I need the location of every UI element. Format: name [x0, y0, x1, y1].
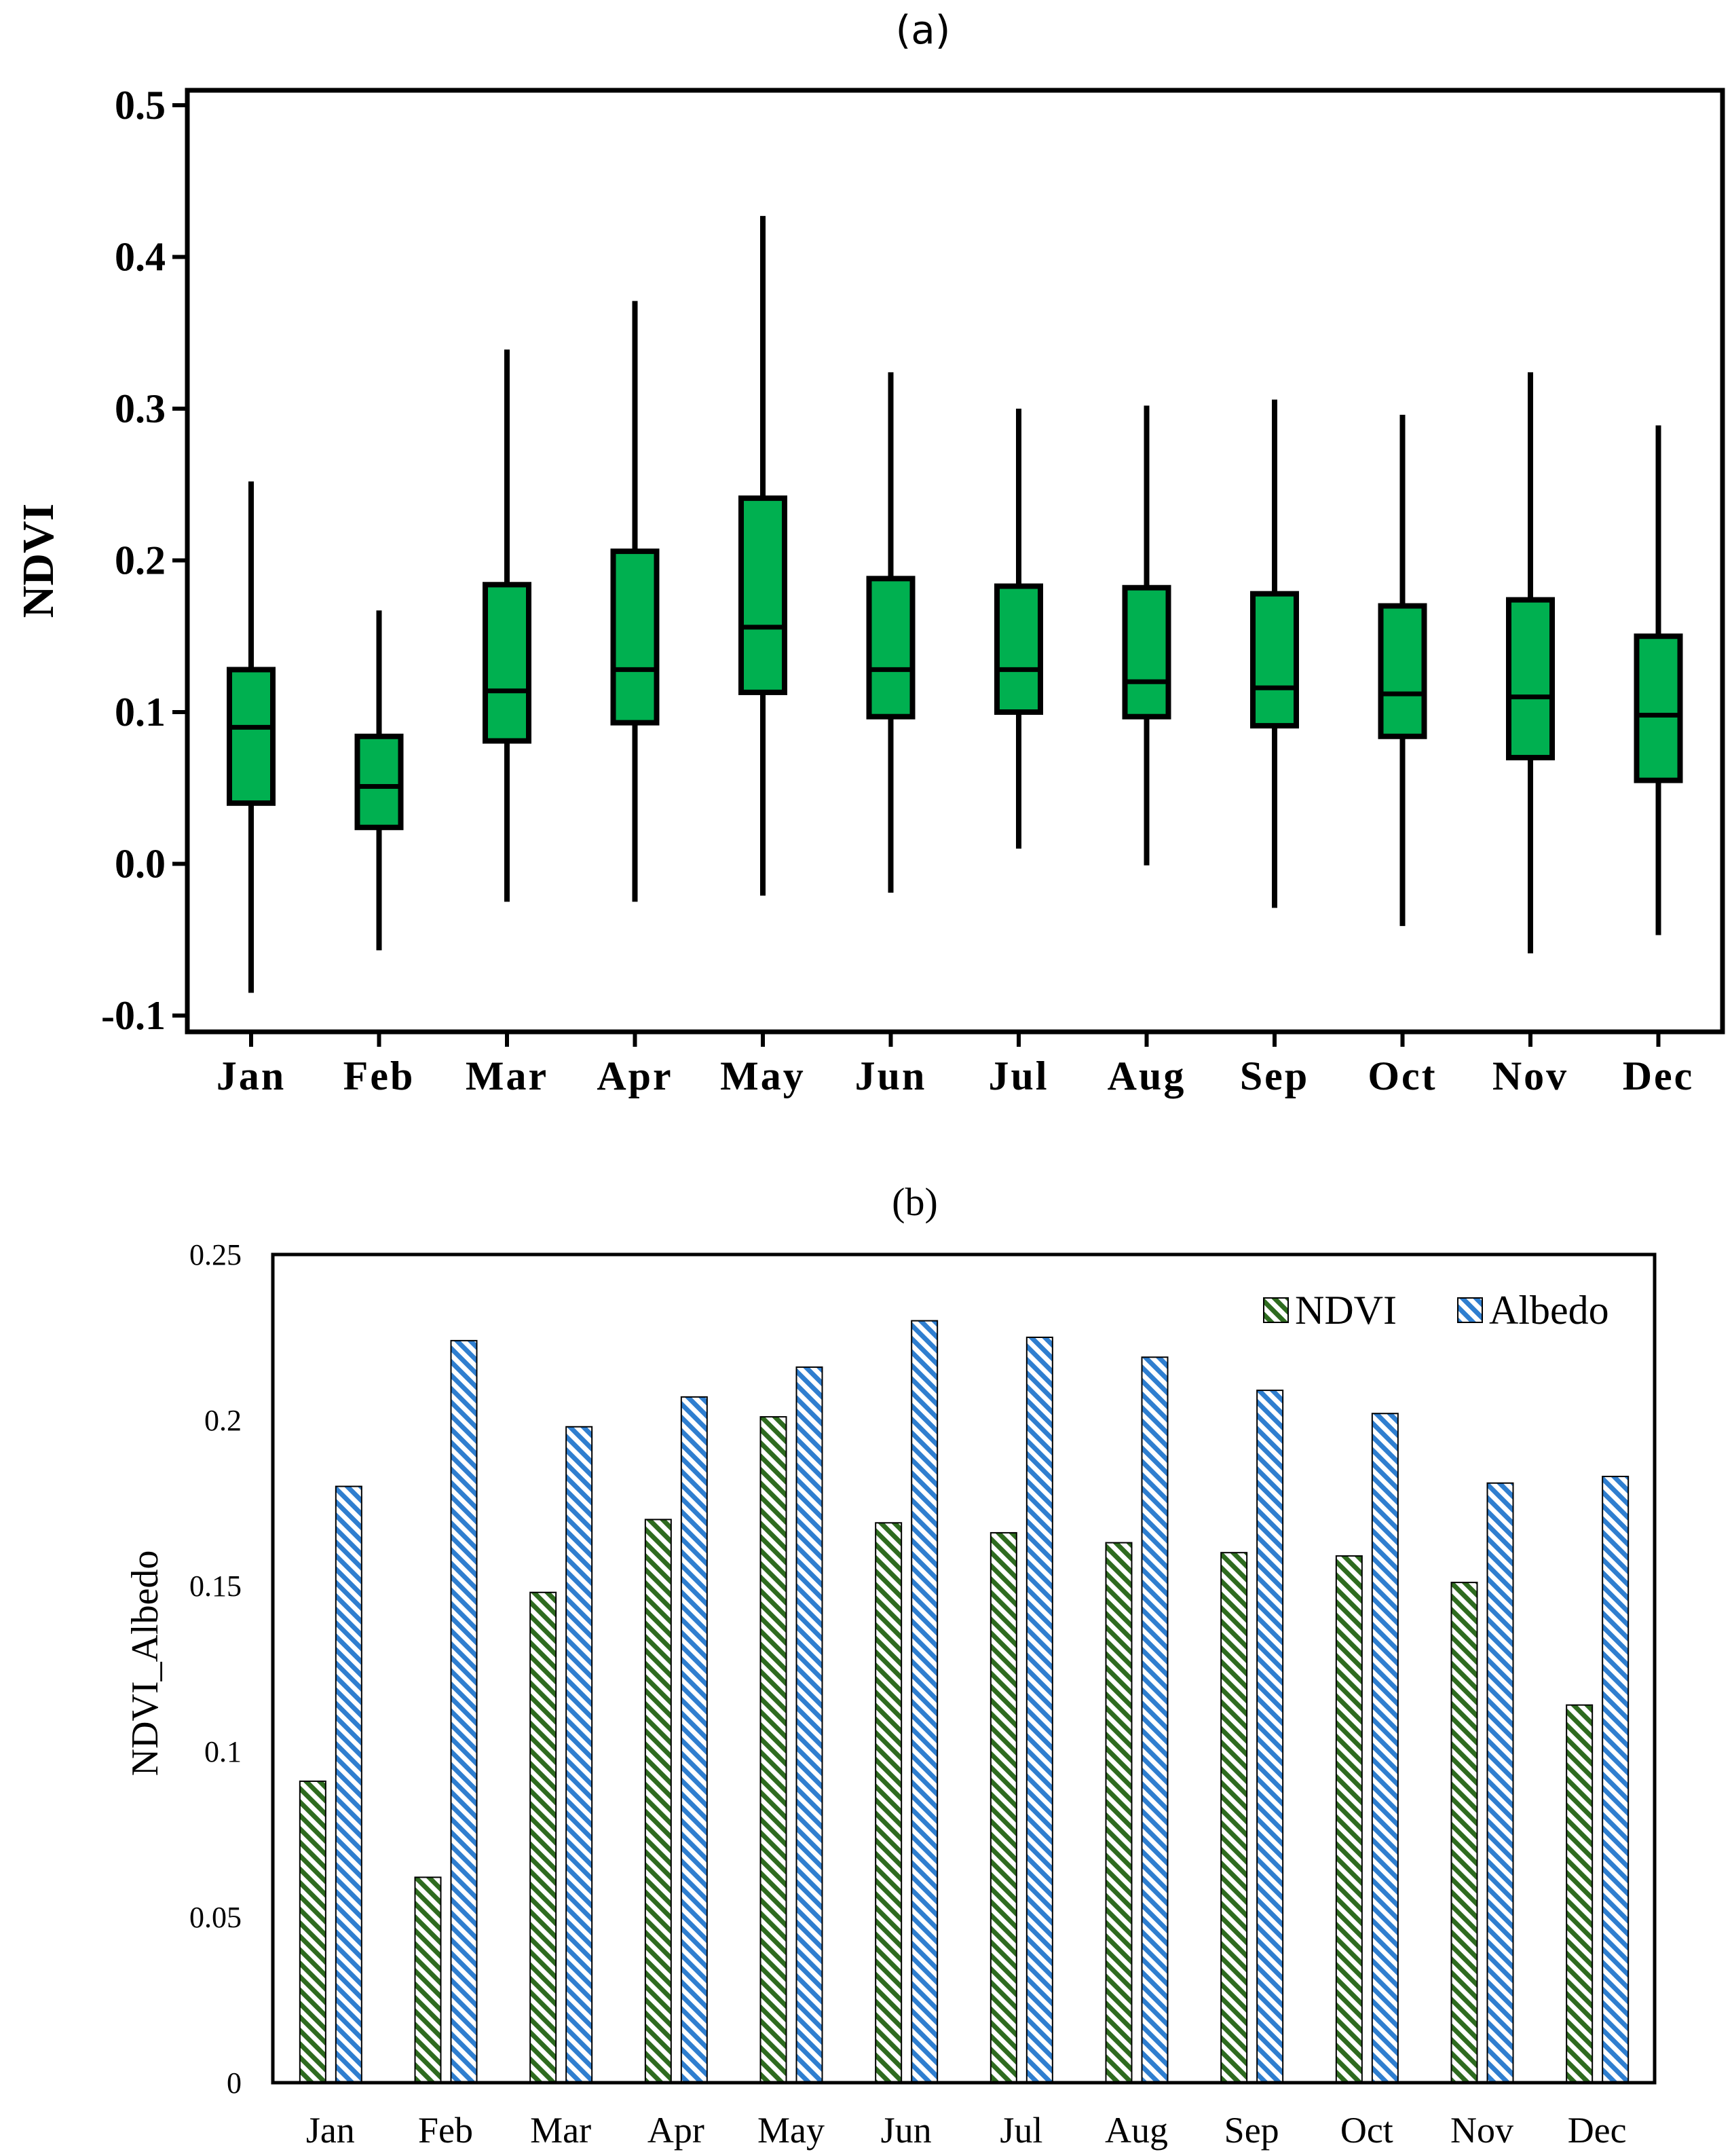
x-tick-label: Feb	[343, 1054, 415, 1098]
x-tick-label: Jul	[988, 1054, 1049, 1098]
box-feb	[354, 733, 404, 830]
bar-ndvi-may	[759, 1416, 787, 2084]
box-jun	[866, 576, 916, 720]
x-tick-label: Dec	[1568, 2110, 1627, 2151]
bar-ndvi-sep	[1220, 1552, 1248, 2083]
chart-b: (b) 00.050.10.150.20.25 Jan Feb Mar Apr May J…	[124, 1180, 1657, 2151]
bar-albedo-jun	[911, 1320, 939, 2083]
bar-ndvi-jan	[299, 1780, 326, 2083]
chart-a-y-axis: -0.1 0.0 0.1 0.2 0.3 0.4 0.5	[101, 83, 187, 1038]
x-tick-label: Oct	[1368, 1054, 1437, 1098]
x-tick-label: Mar	[466, 1054, 548, 1098]
chart-b-x-axis: Jan Feb Mar Apr May Jun Jul Aug Sep Oct Nov Dec	[306, 2110, 1627, 2151]
legend-label-albedo: Albedo	[1489, 1288, 1609, 1333]
x-tick-label: Oct	[1340, 2110, 1393, 2151]
bar-albedo-aug	[1141, 1356, 1169, 2083]
y-tick-label: 0.5	[115, 83, 166, 128]
bar-albedo-sep	[1256, 1390, 1284, 2084]
chart-a-title: (a)	[896, 7, 951, 53]
box-aug	[1122, 584, 1171, 720]
legend-swatch-albedo	[1457, 1297, 1483, 1323]
box-jul	[994, 583, 1043, 715]
x-tick-label: Sep	[1240, 1054, 1309, 1098]
x-tick-label: Apr	[597, 1054, 673, 1098]
y-tick-label: 0.1	[204, 1735, 242, 1768]
bar-ndvi-aug	[1105, 1542, 1133, 2084]
x-tick-label: Jan	[306, 2110, 355, 2151]
chart-b-y-axis-label: NDVI_Albedo	[124, 1550, 166, 1777]
x-tick-label: Jun	[855, 1054, 927, 1098]
y-tick-label: 0.1	[115, 690, 166, 735]
bar-albedo-jul	[1025, 1337, 1053, 2083]
y-tick-label: 0.05	[189, 1901, 242, 1934]
box-dec	[1634, 633, 1683, 783]
bar-ndvi-jul	[990, 1531, 1017, 2083]
bar-ndvi-mar	[529, 1591, 557, 2083]
chart-b-y-axis: 0 0.05 0.1 0.15 0.2 0.25	[189, 1238, 242, 2100]
chart-a-plot-area	[185, 88, 1725, 1035]
y-tick-label: 0.2	[204, 1404, 242, 1437]
bar-albedo-may	[795, 1366, 823, 2083]
y-tick-label: 0	[227, 2066, 242, 2100]
box-jan	[227, 667, 276, 806]
box-sep	[1250, 591, 1299, 729]
x-tick-label: Aug	[1105, 2110, 1168, 2151]
y-tick-label: -0.1	[101, 993, 166, 1038]
bar-albedo-nov	[1486, 1482, 1514, 2083]
x-tick-label: Jul	[1000, 2110, 1042, 2151]
legend-label-ndvi: NDVI	[1295, 1288, 1397, 1333]
bar-albedo-apr	[680, 1396, 708, 2084]
x-tick-label: Aug	[1108, 1054, 1186, 1098]
y-tick-label: 0.0	[115, 842, 166, 887]
bar-ndvi-feb	[414, 1876, 442, 2083]
x-tick-label: Jun	[881, 2110, 932, 2151]
bar-ndvi-dec	[1566, 1704, 1594, 2083]
x-tick-label: May	[757, 2110, 825, 2151]
bar-albedo-dec	[1602, 1475, 1630, 2083]
box-oct	[1378, 603, 1427, 739]
x-tick-label: Mar	[530, 2110, 591, 2151]
y-tick-label: 0.4	[115, 235, 166, 280]
x-tick-label: Jan	[216, 1054, 286, 1098]
chart-b-bars	[299, 1320, 1630, 2084]
chart-a: (a) -0.1 0.0 0.1 0.2 0.3 0.4 0.5 Jan Feb Mar Apr M…	[14, 7, 1725, 1098]
chart-a-boxes	[227, 216, 1683, 993]
chart-b-legend: NDVI Albedo	[1263, 1288, 1609, 1333]
bar-ndvi-apr	[644, 1519, 672, 2083]
x-tick-label: Sep	[1224, 2110, 1279, 2151]
box-apr	[610, 549, 660, 726]
legend-swatch-ndvi	[1263, 1297, 1289, 1323]
x-tick-label: Nov	[1450, 2110, 1513, 2151]
bar-ndvi-jun	[875, 1522, 903, 2083]
bar-ndvi-nov	[1450, 1582, 1478, 2084]
y-tick-label: 0.15	[189, 1569, 242, 1603]
chart-b-title: (b)	[892, 1180, 938, 1224]
x-tick-label: Nov	[1492, 1054, 1568, 1098]
x-tick-label: May	[720, 1054, 806, 1098]
bar-albedo-jan	[335, 1485, 362, 2084]
y-tick-label: 0.2	[115, 538, 166, 583]
bar-albedo-mar	[565, 1426, 593, 2083]
x-tick-label: Feb	[418, 2110, 473, 2151]
box-may	[738, 495, 787, 695]
chart-b-plot-area	[271, 1252, 1657, 2085]
box-nov	[1506, 597, 1555, 761]
y-tick-label: 0.3	[115, 386, 166, 431]
bar-albedo-feb	[450, 1339, 478, 2083]
x-tick-label: Apr	[647, 2110, 704, 2151]
y-tick-label: 0.25	[189, 1238, 242, 1271]
bar-ndvi-oct	[1335, 1555, 1363, 2084]
chart-a-x-axis: Jan Feb Mar Apr May Jun Jul Aug Sep Oct Nov Dec	[216, 1032, 1695, 1098]
x-tick-label: Dec	[1623, 1054, 1695, 1098]
chart-a-y-axis-label: NDVI	[14, 504, 63, 618]
bar-albedo-oct	[1371, 1413, 1399, 2083]
box-mar	[483, 582, 531, 744]
